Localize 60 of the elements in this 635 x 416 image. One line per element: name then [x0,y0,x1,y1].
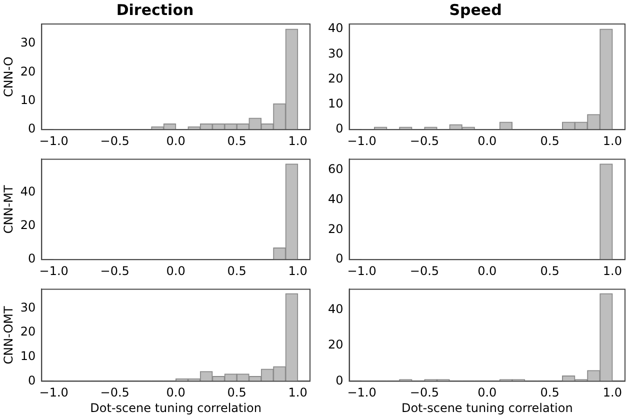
x-tick-label: −1.0 [39,264,68,278]
y-tick-label: 60 [328,162,344,176]
y-tick-label: 20 [20,324,36,339]
x-tick-label: 0.5 [227,134,246,148]
x-tick-label: 1.0 [602,386,622,400]
x-tick-label: −0.5 [410,134,440,148]
x-tick-label: 0.0 [478,386,497,400]
x-tick-label: −1.0 [39,386,68,400]
chart-title: Direction [116,0,194,19]
x-tick-label: −0.5 [100,264,130,278]
y-tick-label: 30 [20,300,36,314]
y-tick-label: 20 [328,71,344,86]
y-tick-label: 20 [20,218,36,232]
x-tick-label: −1.0 [39,134,68,148]
y-axis-title: CNN-MT [1,184,16,234]
x-tick-label: 0.0 [166,386,186,400]
x-tick-label: 1.0 [288,264,308,278]
x-tick-label: 1.0 [602,264,622,278]
x-tick-label: −0.5 [100,134,130,148]
x-tick-label: 0.5 [227,264,246,278]
x-tick-label: −0.5 [100,386,130,400]
x-tick-label: −0.5 [410,264,440,278]
y-tick-label: 0 [28,252,36,266]
x-tick-label: 0.0 [166,134,186,148]
x-tick-label: 0.0 [478,264,497,278]
x-tick-label: −0.5 [410,386,440,400]
y-axis-title: CNN-O [1,56,16,98]
x-tick-label: −1.0 [347,386,376,400]
y-tick-label: 40 [328,302,344,316]
chart-title: Speed [449,0,502,19]
y-tick-label: 10 [20,348,36,363]
y-tick-label: 10 [20,92,36,107]
x-tick-label: 0.5 [540,386,560,400]
y-tick-label: 30 [20,36,36,50]
y-tick-label: 0 [28,122,36,136]
y-tick-label: 20 [328,338,344,352]
y-tick-label: 40 [328,21,344,36]
y-tick-label: 20 [328,222,344,236]
x-tick-label: 1.0 [288,134,308,148]
y-tick-label: 0 [336,252,344,266]
x-tick-label: 0.0 [166,264,186,278]
x-tick-label: 0.5 [227,386,246,400]
y-axis-title: CNN-OMT [1,305,16,364]
x-axis-title: Dot-scene tuning correlation [90,400,262,415]
x-tick-label: 1.0 [602,134,622,148]
y-tick-label: 0 [28,373,36,388]
x-tick-label: 1.0 [288,386,308,400]
x-tick-label: −1.0 [347,264,376,278]
y-tick-label: 40 [20,184,36,199]
x-axis-title: Dot-scene tuning correlation [401,400,573,415]
y-tick-label: 0 [336,373,344,388]
y-tick-label: 10 [328,96,344,111]
x-tick-label: 0.5 [540,134,560,148]
y-tick-label: 40 [328,192,344,206]
x-tick-label: 0.5 [540,264,560,278]
x-tick-label: 0.0 [478,134,497,148]
y-tick-label: 0 [336,122,344,136]
x-tick-label: −1.0 [347,134,376,148]
y-tick-label: 20 [20,64,36,78]
y-tick-label: 30 [328,46,344,60]
